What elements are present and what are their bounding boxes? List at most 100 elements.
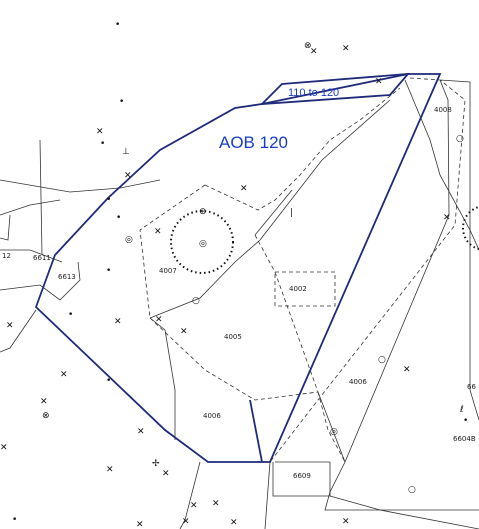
- spot-mark: ◎: [330, 427, 338, 437]
- spot-mark: ⊗: [42, 411, 50, 421]
- bottom-left-boundary: [179, 461, 201, 529]
- dashed-inner-boundary: [149, 317, 319, 401]
- spot-mark: ⊥: [122, 147, 130, 157]
- right-boundary-line: [404, 79, 479, 251]
- parcel-12-boundary: [0, 214, 11, 241]
- parcel-label: 4005: [224, 333, 242, 341]
- cross-mark: ✕: [136, 520, 144, 529]
- cross-mark: ✕: [0, 443, 8, 453]
- spot-mark: •: [12, 515, 17, 525]
- spot-mark: •: [106, 195, 111, 205]
- parcel-6613-boundary: [0, 261, 81, 301]
- parcel-linework: [0, 79, 479, 529]
- parcel-label: 6613: [58, 273, 76, 281]
- cross-mark: ✕: [342, 517, 350, 527]
- cross-mark: ✕: [342, 44, 350, 54]
- spot-mark: ○: [456, 134, 464, 144]
- diagonal-road-line-2: [254, 189, 293, 236]
- spot-mark: ○: [378, 355, 386, 365]
- spot-mark: •: [116, 213, 121, 223]
- cross-mark: ✕: [190, 501, 198, 511]
- spot-marks: • ⊗ ✕ ✕ ✕ • ✕ • ⊥ ✕ • • ◎ ✕ ⊛ ◎ ✕ | • ○ …: [0, 20, 468, 529]
- cross-mark: ✕: [40, 397, 48, 407]
- cross-mark: ✕: [443, 213, 451, 223]
- bottom-center-boundary: [264, 461, 271, 529]
- parcel-4006-left-boundary: [149, 317, 176, 440]
- tree-canopy-circle-right: [462, 205, 479, 251]
- road-edge-line-2: [0, 199, 61, 216]
- cross-mark: ✕: [114, 317, 122, 327]
- cross-mark: ✕: [60, 370, 68, 380]
- bottom-right-boundary: [329, 495, 479, 529]
- dashed-lower-boundary: [317, 391, 346, 463]
- spot-mark: ◎: [199, 239, 207, 249]
- cross-mark: ✕: [162, 469, 170, 479]
- parcel-label: 66: [467, 383, 476, 391]
- spot-mark: •: [68, 310, 73, 320]
- tree-canopy-circle: [170, 210, 234, 274]
- dashed-easement-line: [204, 87, 401, 211]
- parcel-label: 4006: [203, 412, 221, 420]
- parcel-4006-right-boundary: [344, 79, 450, 463]
- parcel-label: 4007: [159, 267, 177, 275]
- spot-mark: •: [106, 376, 111, 386]
- parcel-label: 6611: [33, 254, 51, 262]
- cross-mark: ✕: [240, 184, 248, 194]
- spot-mark: •: [100, 139, 105, 149]
- parcel-labels: 12 6611 6613 4007 4002 4005 4006 4006 40…: [2, 106, 476, 480]
- dotted-circles: [170, 205, 479, 274]
- dashed-linework: [139, 77, 466, 463]
- dashed-right-boundary: [269, 77, 466, 463]
- parcel-6611-boundary: [0, 249, 63, 263]
- aob-outline: [34, 72, 442, 463]
- cross-mark: ✕: [180, 327, 188, 337]
- parcel-label: 4008: [434, 106, 452, 114]
- spot-mark: ◎: [125, 235, 133, 245]
- cross-mark: ✕: [375, 77, 383, 87]
- spot-mark: ○: [192, 296, 200, 306]
- spot-mark: •: [463, 416, 468, 426]
- cross-mark: ✕: [310, 47, 318, 57]
- cross-mark: ✕: [403, 365, 411, 375]
- spot-mark: •: [115, 20, 120, 30]
- cross-mark: ✕: [154, 227, 162, 237]
- aob-inner-edge: [249, 399, 263, 463]
- parcel-4005-top-boundary: [149, 239, 261, 319]
- cross-mark: ✕: [182, 517, 190, 527]
- spot-mark: |: [290, 208, 293, 218]
- cross-mark: ✕: [6, 321, 14, 331]
- cross-mark: ✕: [230, 518, 238, 528]
- aob-120-boundary: [34, 73, 442, 463]
- spot-mark: ○: [408, 485, 416, 495]
- left-lower-boundary: [0, 309, 37, 353]
- cross-mark: ✕: [96, 127, 104, 137]
- parcel-4002-box: [274, 271, 336, 307]
- cross-mark: ✕: [212, 499, 220, 509]
- spot-mark: •: [106, 266, 111, 276]
- parcel-4007-dashed-boundary: [139, 184, 206, 319]
- cross-mark: ✕: [106, 465, 114, 475]
- parcel-label: 12: [2, 252, 11, 260]
- cross-mark: ✕: [137, 427, 145, 437]
- parcel-label: 4002: [289, 285, 307, 293]
- spot-mark: ⊗: [304, 41, 312, 51]
- parcel-label: 6604B: [453, 435, 476, 443]
- parcel-label: 6609: [293, 472, 311, 480]
- aob-label: AOB 120: [219, 133, 288, 152]
- parcel-6609-box: [272, 462, 331, 497]
- spot-mark: ✢: [152, 459, 160, 469]
- parcel-label: 4006: [349, 378, 367, 386]
- cross-mark: ✕: [124, 171, 132, 181]
- spot-mark: ℓ: [459, 405, 464, 415]
- far-right-boundary: [439, 79, 479, 421]
- diagonal-road-line: [259, 99, 391, 241]
- left-boundary-line: [39, 139, 43, 256]
- cross-mark: ✕: [155, 315, 163, 325]
- spot-mark: •: [119, 97, 124, 107]
- road-edge-line: [0, 179, 161, 193]
- aob-110-to-120-band: [259, 72, 411, 106]
- aob-band-label: 110 to 120: [288, 87, 339, 99]
- spot-mark: ⊛: [199, 207, 207, 217]
